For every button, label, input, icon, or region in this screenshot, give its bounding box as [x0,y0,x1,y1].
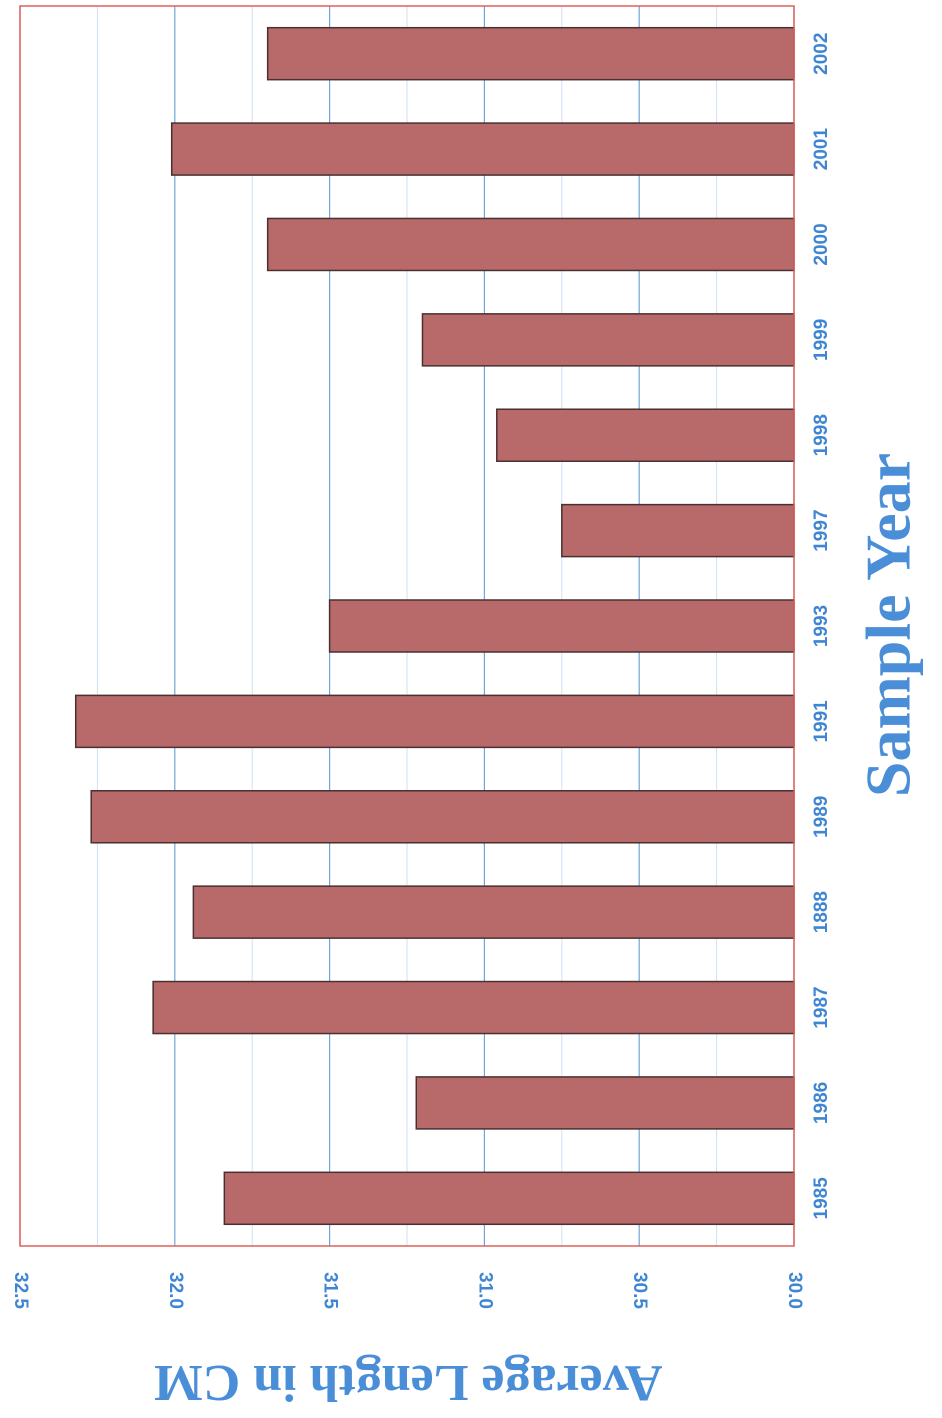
bar-1888 [192,885,795,939]
year-tick-label: 2000 [811,223,832,265]
value-tick-label: 32.0 [165,1272,186,1309]
value-tick-labels: 30.0 30.5 31.0 31.5 32.0 32.5 [10,1272,805,1309]
value-tick-label: 31.5 [320,1272,341,1309]
bar-1997 [561,503,795,558]
year-tick-label: 1993 [811,605,832,647]
bar-1985 [223,1171,795,1226]
year-tick-label: 1999 [811,319,832,361]
year-tick-label: 1991 [811,700,832,743]
bar-2002 [266,26,795,81]
bar-1999 [421,313,795,367]
year-tick-label: 1985 [811,1177,832,1220]
y-axis-title: Average Length in CM [154,1354,663,1411]
bar-1989 [90,790,795,844]
value-tick-label: 30.0 [784,1272,805,1309]
year-tick-label: 1888 [811,891,832,933]
bar-2000 [266,217,795,272]
plot-frame [19,5,795,1247]
year-tick-label: 1998 [811,414,832,456]
year-tick-label: 1987 [811,986,832,1028]
year-tick-label: 1997 [811,509,832,551]
year-tick-labels: 1985 1986 1987 1888 1989 1991 1993 1997 1998 1999… [811,33,832,1220]
x-axis-title: Sample Year [853,453,924,797]
value-tick-label: 30.5 [629,1272,650,1309]
bars [74,26,795,1226]
year-tick-label: 1986 [811,1082,832,1124]
year-tick-label: 2002 [811,33,832,75]
bar-1987 [152,980,795,1035]
bar-1991 [74,694,795,749]
bar-1998 [496,408,795,462]
bar-2001 [170,122,795,176]
value-tick-label: 31.0 [474,1272,495,1309]
year-tick-label: 2001 [811,128,832,171]
value-tick-label: 32.5 [10,1272,31,1309]
bar-1986 [415,1076,795,1130]
bar-1993 [328,599,795,653]
year-tick-label: 1989 [811,796,832,838]
